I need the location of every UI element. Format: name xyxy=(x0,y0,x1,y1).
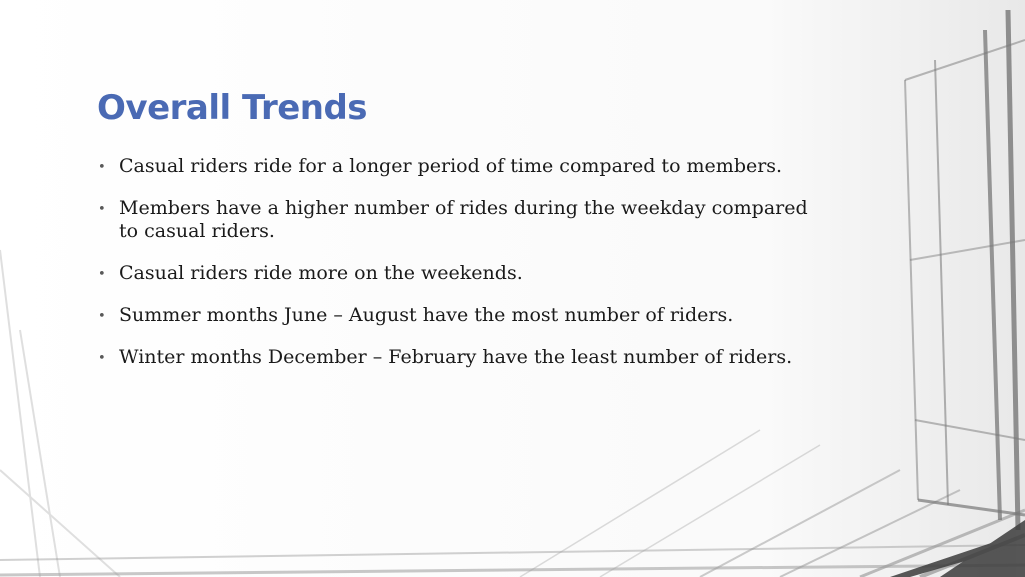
bullet-marker: • xyxy=(98,351,106,366)
bullet-marker: • xyxy=(98,202,106,217)
bullet-item: • Members have a higher number of rides … xyxy=(98,197,818,243)
bullet-item: • Casual riders ride more on the weekend… xyxy=(98,262,818,285)
bullet-marker: • xyxy=(98,160,106,175)
bullet-list: • Casual riders ride for a longer period… xyxy=(98,155,818,388)
bullet-text: Casual riders ride for a longer period o… xyxy=(119,155,783,177)
bullet-text: Members have a higher number of rides du… xyxy=(119,197,808,242)
bullet-text: Casual riders ride more on the weekends. xyxy=(119,262,523,284)
bullet-marker: • xyxy=(98,309,106,324)
bullet-text: Summer months June – August have the mos… xyxy=(119,304,734,326)
bullet-item: • Casual riders ride for a longer period… xyxy=(98,155,818,178)
bullet-marker: • xyxy=(98,267,106,282)
bullet-item: • Summer months June – August have the m… xyxy=(98,304,818,327)
slide-title: Overall Trends xyxy=(97,88,368,128)
bullet-item: • Winter months December – February have… xyxy=(98,346,818,369)
bullet-text: Winter months December – February have t… xyxy=(119,346,793,368)
